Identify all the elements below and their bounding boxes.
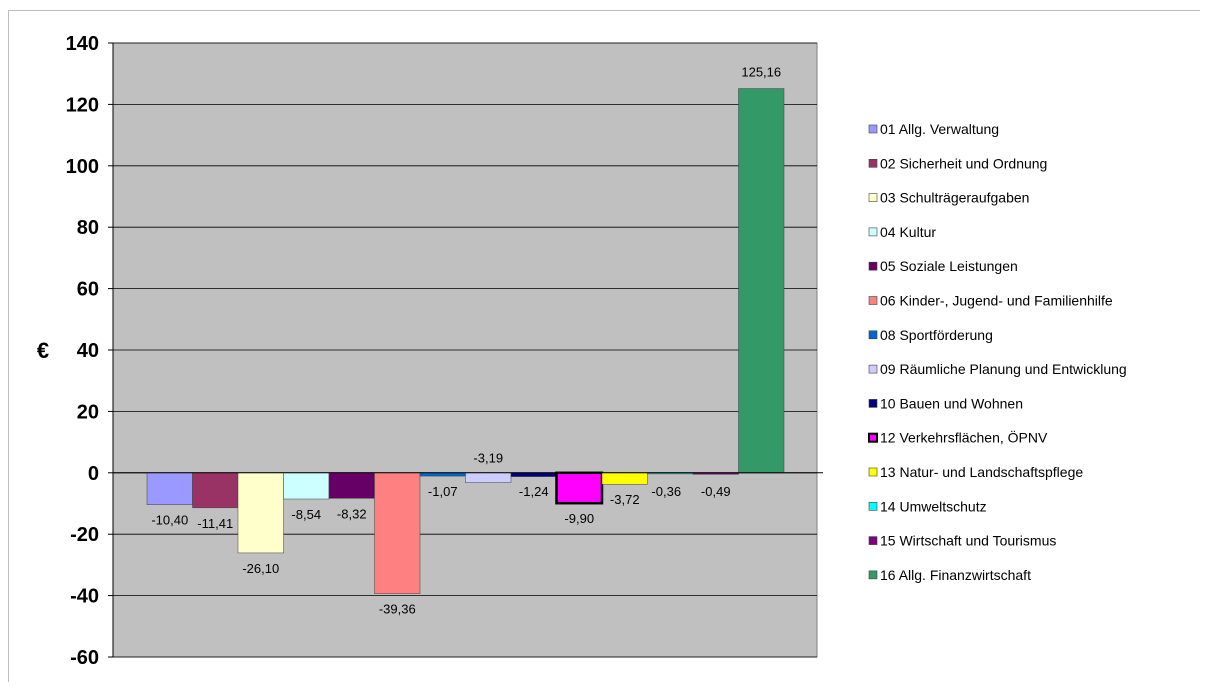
legend-swatch: [868, 330, 878, 340]
data-label: -1,24: [519, 484, 549, 499]
legend-label: 12 Verkehrsflächen, ÖPNV: [880, 429, 1048, 446]
y-tick-label: 140: [66, 33, 99, 55]
y-tick-label: 40: [77, 340, 99, 362]
legend-label: 02 Sicherheit und Ordnung: [880, 155, 1047, 171]
y-axis-label: €: [37, 338, 49, 363]
data-label: -11,41: [197, 516, 233, 531]
chart-svg: -60 -40 -20 0 20 40 60 80 100 120 140 € -10,40 -11,41…: [37, 33, 1127, 669]
bar: [738, 88, 785, 474]
y-tick-label: 120: [66, 94, 99, 116]
y-tick-label: 100: [66, 156, 99, 178]
legend: 01 Allg. Verwaltung 02 Sicherheit und Ord…: [868, 121, 1127, 583]
legend-label: 04 Kultur: [880, 224, 936, 240]
y-tick-label: -20: [70, 524, 99, 546]
bar: [555, 471, 604, 505]
legend-label: 16 Allg. Finanzwirtschaft: [880, 567, 1031, 583]
chart-frame: -60 -40 -20 0 20 40 60 80 100 120 140 € -10,40 -11,41…: [8, 10, 1200, 682]
legend-swatch: [868, 501, 878, 511]
legend-swatch: [868, 467, 878, 477]
legend-swatch: [868, 432, 878, 443]
legend-swatch: [868, 261, 878, 271]
data-label: -9,90: [564, 511, 594, 526]
legend-label: 09 Räumliche Planung und Entwicklung: [880, 361, 1127, 377]
legend-label: 10 Bauen und Wohnen: [880, 395, 1023, 411]
legend-swatch: [868, 159, 878, 168]
legend-label: 01 Allg. Verwaltung: [880, 121, 999, 137]
legend-label: 05 Soziale Leistungen: [880, 258, 1018, 274]
legend-label: 15 Wirtschaft und Tourismus: [880, 533, 1056, 549]
legend-swatch: [868, 296, 878, 305]
legend-label: 06 Kinder-, Jugend- und Familienhilfe: [880, 293, 1113, 309]
bar: [374, 472, 421, 594]
y-tick-label: 0: [88, 463, 99, 485]
legend-label: 14 Umweltschutz: [880, 498, 987, 514]
y-tick-label: 20: [77, 401, 99, 423]
y-tick-label: 60: [77, 279, 99, 301]
legend-label: 03 Schulträgeraufgaben: [880, 190, 1029, 206]
legend-swatch: [868, 536, 878, 545]
data-label: -3,72: [610, 492, 640, 507]
legend-swatch: [868, 364, 878, 374]
legend-swatch: [868, 399, 878, 408]
data-label: -0,36: [651, 484, 681, 499]
bar: [328, 472, 375, 499]
bar: [601, 472, 648, 485]
data-label: -1,07: [428, 484, 458, 499]
legend-swatch: [868, 570, 878, 580]
legend-swatch: [868, 124, 878, 134]
bar: [237, 472, 284, 554]
bar: [510, 472, 557, 477]
bar: [146, 472, 193, 505]
legend-swatch: [868, 227, 878, 237]
plot-area: -60 -40 -20 0 20 40 60 80 100 120 140 € -10,40 -11,41…: [37, 33, 823, 669]
legend-label: 08 Sportförderung: [880, 327, 993, 343]
bar: [465, 472, 512, 483]
data-label: -3,19: [473, 451, 503, 466]
legend-label: 13 Natur- und Landschaftspflege: [880, 464, 1083, 480]
y-tick-label: -40: [70, 586, 99, 608]
data-label: -26,10: [242, 561, 279, 576]
data-label: -8,32: [337, 506, 367, 521]
y-tick-label: -60: [70, 647, 99, 669]
data-label: -0,49: [701, 484, 731, 499]
data-label: -39,36: [379, 602, 416, 617]
data-label: -10,40: [151, 513, 188, 528]
data-label: 125,16: [741, 65, 781, 80]
y-tick-label: 80: [77, 217, 99, 239]
bar: [283, 472, 330, 500]
data-label: -8,54: [291, 507, 321, 522]
bar: [192, 472, 239, 509]
legend-swatch: [868, 193, 878, 202]
